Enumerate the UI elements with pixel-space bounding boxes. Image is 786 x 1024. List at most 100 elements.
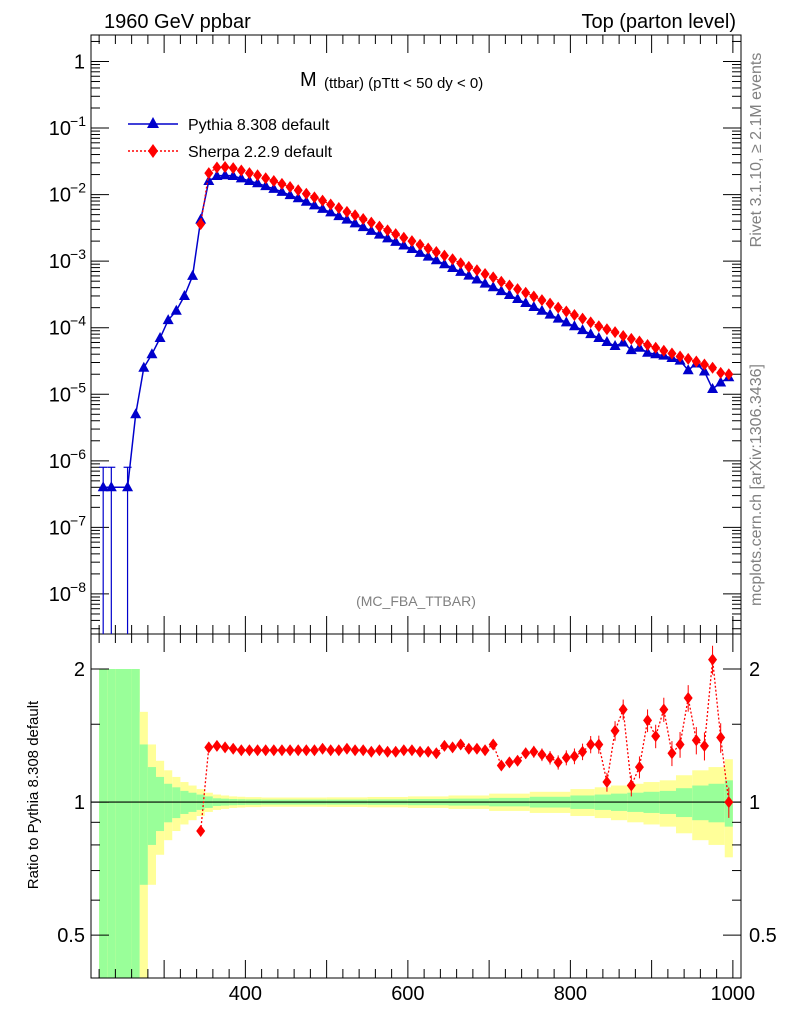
- ratio-point: [374, 744, 384, 757]
- ratio-point: [326, 744, 336, 757]
- pythia-point: [300, 195, 312, 206]
- pythia-point: [601, 335, 613, 346]
- sherpa-point: [439, 249, 449, 262]
- pythia-point: [219, 169, 231, 180]
- ratio-point: [594, 738, 604, 751]
- pythia-point: [552, 312, 564, 323]
- sherpa-point: [301, 187, 311, 200]
- sherpa-point: [293, 184, 303, 197]
- sherpa-point: [529, 290, 539, 303]
- ratio-point: [675, 738, 685, 751]
- pythia-point: [178, 289, 190, 300]
- pythia-point: [707, 382, 719, 393]
- ratio-point: [561, 751, 571, 764]
- pythia-point: [308, 199, 320, 210]
- sherpa-point: [269, 175, 279, 188]
- ratio-point: [618, 703, 628, 716]
- sherpa-point: [391, 228, 401, 241]
- ratio-point: [610, 724, 620, 737]
- pythia-point: [390, 235, 402, 246]
- ratio-y-axis-label: Ratio to Pythia 8.308 default: [25, 700, 42, 889]
- pythia-point: [577, 324, 589, 335]
- sherpa-point: [602, 323, 612, 336]
- ratio-point: [464, 742, 474, 755]
- sherpa-point: [634, 335, 644, 348]
- pythia-point: [520, 297, 532, 308]
- y-tick-label: 10: [49, 451, 71, 473]
- ratio-point: [261, 744, 271, 757]
- sherpa-point: [285, 181, 295, 194]
- pythia-point: [398, 239, 410, 250]
- sherpa-point: [521, 286, 531, 299]
- ratio-point: [407, 744, 417, 757]
- pythia-point: [585, 328, 597, 339]
- analysis-label: (MC_FBA_TTBAR): [356, 593, 476, 609]
- pythia-point: [252, 177, 264, 188]
- sherpa-point: [651, 341, 661, 354]
- pythia-point: [430, 254, 442, 265]
- ratio-point: [472, 742, 482, 755]
- pythia-point: [333, 210, 345, 221]
- ratio-point: [293, 744, 303, 757]
- ratio-y-tick-label: 1: [74, 792, 85, 814]
- pythia-point: [479, 277, 491, 288]
- sherpa-point: [212, 161, 222, 174]
- pythia-point: [146, 348, 158, 359]
- ratio-point: [415, 745, 425, 758]
- y-tick-label: 10: [49, 384, 71, 406]
- pythia-point: [284, 189, 296, 200]
- band-inner-bin: [164, 783, 173, 823]
- ratio-point: [383, 745, 393, 758]
- header-process: Top (parton level): [581, 11, 736, 33]
- ratio-point: [521, 747, 531, 760]
- sherpa-point: [358, 212, 368, 225]
- legend-sherpa-label: Sherpa 2.2.9 default: [188, 144, 333, 161]
- y-tick-label: 10: [49, 185, 71, 207]
- ratio-y-tick-label-right: 2: [749, 659, 760, 681]
- ratio-point: [456, 738, 466, 751]
- band-inner-bin: [172, 787, 181, 819]
- sherpa-point: [374, 220, 384, 233]
- pythia-point: [455, 265, 467, 276]
- sherpa-point: [610, 326, 620, 339]
- ratio-y-tick-label: 2: [74, 659, 85, 681]
- ratio-point: [309, 744, 319, 757]
- uncertainty-band: [99, 669, 733, 978]
- sherpa-point: [569, 309, 579, 322]
- pythia-point: [503, 289, 515, 300]
- pythia-point: [122, 481, 134, 492]
- ratio-series: [196, 645, 734, 838]
- band-inner-bin: [107, 669, 116, 978]
- band-inner-bin: [99, 669, 108, 978]
- ratio-point: [366, 745, 376, 758]
- x-tick-label: 400: [229, 983, 262, 1005]
- sherpa-point: [643, 338, 653, 351]
- pythia-point: [528, 300, 540, 311]
- ratio-point: [716, 731, 726, 744]
- ratio-point: [358, 744, 368, 757]
- ratio-point: [578, 745, 588, 758]
- pythia-point: [593, 332, 605, 343]
- y-tick-exponent: −7: [70, 512, 86, 528]
- ratio-point: [651, 730, 661, 743]
- mcplots-reference-label: mcplots.cern.ch [arXiv:1306.3436]: [748, 364, 765, 606]
- pythia-point: [487, 281, 499, 292]
- ratio-point: [634, 761, 644, 774]
- sherpa-point: [480, 268, 490, 281]
- sherpa-point: [309, 191, 319, 204]
- sherpa-point: [366, 216, 376, 229]
- pythia-point: [154, 332, 166, 343]
- sherpa-point: [626, 332, 636, 345]
- band-inner-bin: [115, 669, 124, 978]
- sherpa-point: [448, 253, 458, 266]
- ratio-point: [350, 744, 360, 757]
- y-tick-exponent: −4: [70, 313, 86, 329]
- ratio-point: [724, 796, 734, 809]
- ratio-point: [553, 756, 563, 769]
- ratio-point: [285, 744, 295, 757]
- ratio-point: [448, 741, 458, 754]
- pythia-point: [243, 175, 255, 186]
- ratio-point: [269, 744, 279, 757]
- pythia-point: [373, 228, 385, 239]
- sherpa-point: [318, 194, 328, 207]
